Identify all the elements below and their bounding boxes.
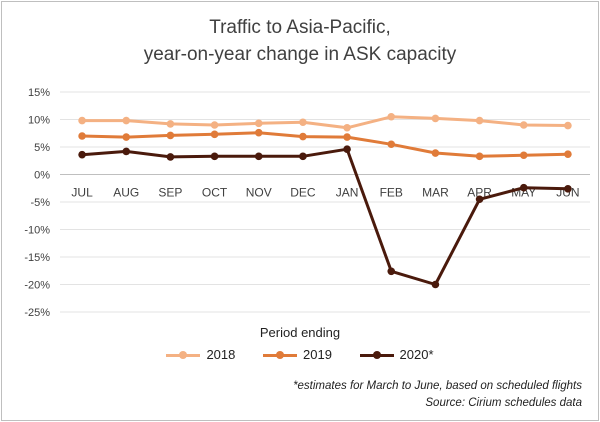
legend-label-2019: 2019 [303, 347, 332, 362]
legend: 2018 2019 2020* [0, 347, 600, 363]
y-tick-label: -25% [24, 307, 50, 319]
data-point [166, 120, 175, 128]
data-point [564, 121, 572, 130]
chart-title: Traffic to Asia-Pacific, year-on-year ch… [0, 14, 600, 68]
data-point [254, 119, 263, 128]
data-point [122, 133, 131, 141]
legend-swatch-2020 [359, 350, 394, 360]
x-tick-label: SEP [158, 186, 182, 200]
data-point [299, 118, 307, 127]
data-point [387, 112, 396, 121]
x-tick-label: NOV [246, 186, 272, 200]
data-point [254, 152, 263, 161]
x-tick-label: OCT [202, 186, 228, 200]
x-tick-label: JAN [336, 186, 359, 200]
data-point [475, 116, 484, 125]
y-tick-label: -10% [24, 225, 50, 237]
data-point [254, 128, 263, 137]
footnote-estimates: *estimates for March to June, based on s… [293, 380, 582, 392]
data-point [564, 150, 572, 158]
legend-label-2018: 2018 [206, 347, 236, 362]
data-point [431, 149, 440, 157]
chart-title-line1: Traffic to Asia-Pacific, [209, 17, 391, 38]
y-tick-label: 0% [34, 170, 50, 182]
y-tick-label: -20% [24, 280, 50, 292]
legend-item-2020: 2020* [359, 347, 434, 362]
data-point [78, 150, 86, 159]
series-line-2020 [81, 147, 568, 286]
x-tick-label: DEC [290, 186, 316, 200]
footnote-source: Source: Cirium schedules data [425, 397, 582, 409]
y-tick-label: 15% [28, 87, 50, 99]
data-point [519, 183, 528, 192]
x-tick-label: APR [467, 186, 492, 200]
x-tick-label: AUG [113, 186, 139, 200]
chart-title-line2: year-on-year change in ASK capacity [143, 44, 457, 65]
data-point [299, 132, 307, 141]
legend-swatch-2018 [166, 350, 201, 360]
data-point [210, 130, 219, 139]
data-point [343, 145, 351, 153]
data-point [343, 133, 351, 141]
data-point [166, 131, 175, 140]
y-tick-label: -5% [30, 197, 50, 209]
x-tick-label: JUL [71, 186, 93, 200]
data-point [210, 121, 219, 129]
legend-swatch-2019 [263, 350, 297, 360]
data-point [475, 195, 484, 204]
y-tick-label: 5% [34, 142, 50, 154]
x-tick-label: FEB [380, 186, 403, 200]
data-point [387, 267, 396, 276]
data-point [122, 116, 131, 125]
data-point [122, 147, 131, 156]
data-point [519, 121, 528, 129]
y-tick-label: 10% [28, 115, 50, 127]
y-tick-label: -15% [24, 252, 50, 264]
series-line-2019 [82, 131, 568, 158]
data-point [431, 114, 440, 123]
data-point [475, 152, 484, 161]
legend-label-2020: 2020* [399, 347, 434, 362]
legend-item-2018: 2018 [166, 347, 235, 362]
x-axis-label: Period ending [259, 325, 341, 340]
data-point [210, 152, 219, 161]
data-point [519, 151, 528, 160]
data-point [387, 140, 396, 149]
data-point [431, 280, 440, 289]
data-point [299, 152, 307, 161]
data-point [564, 185, 572, 193]
series-line-2018 [82, 115, 568, 130]
data-point [78, 116, 86, 125]
data-point [78, 132, 86, 140]
legend-item-2019: 2019 [263, 347, 332, 362]
x-tick-label: MAR [422, 186, 449, 200]
data-point [343, 123, 351, 132]
data-point [166, 153, 175, 161]
